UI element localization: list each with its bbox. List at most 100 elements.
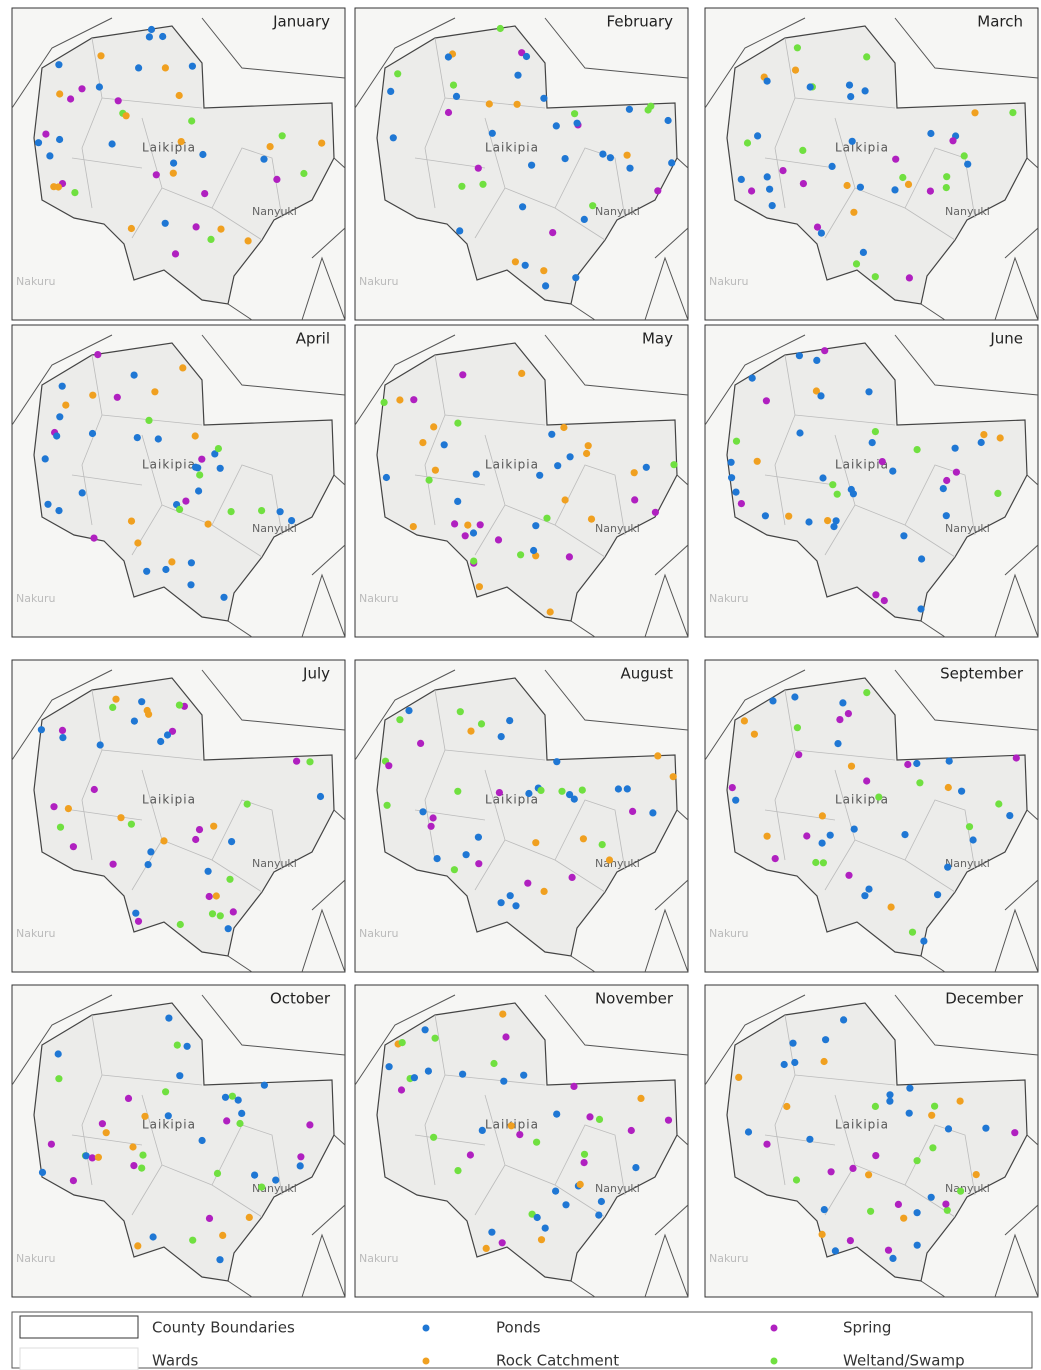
site-dot [631,469,638,476]
site-dot [906,1085,913,1092]
site-dot [174,1042,181,1049]
site-dot [769,202,776,209]
month-label: June [989,330,1023,348]
site-dot [188,117,195,124]
site-dot [626,165,633,172]
site-dot [626,106,633,113]
site-dot [572,274,579,281]
site-dot [498,899,505,906]
site-dot [599,841,606,848]
site-dot [945,1125,952,1132]
site-dot [50,183,57,190]
site-dot [944,864,951,871]
site-dot [914,1242,921,1249]
town-label: Nanyuki [252,857,297,870]
site-dot [138,1165,145,1172]
site-dot [206,1215,213,1222]
site-dot [629,808,636,815]
city-label: Nakuru [16,1252,55,1265]
site-dot [552,1188,559,1195]
site-dot [160,837,167,844]
site-dot [806,1136,813,1143]
site-dot [971,109,978,116]
site-dot [863,53,870,60]
site-dot [547,608,554,615]
map-panel: MarchLaikipiaNanyukiNakuru [705,8,1038,320]
site-dot [103,1129,110,1136]
site-dot [430,423,437,430]
site-dot [451,866,458,873]
site-dot [217,465,224,472]
site-dot [381,399,388,406]
site-dot [863,689,870,696]
site-dot [637,1095,644,1102]
site-dot [665,117,672,124]
site-dot [199,1137,206,1144]
site-dot [553,122,560,129]
site-dot [928,1112,935,1119]
site-dot [997,434,1004,441]
site-dot [818,230,825,237]
site-dot [198,456,205,463]
site-dot [176,506,183,513]
site-dot [980,431,987,438]
site-dot [50,803,57,810]
site-dot [754,458,761,465]
site-dot [783,1103,790,1110]
site-dot [217,226,224,233]
town-label: Nanyuki [252,522,297,535]
site-dot [733,438,740,445]
site-dot [913,760,920,767]
site-dot [131,718,138,725]
site-dot [176,1072,183,1079]
site-dot [130,1162,137,1169]
site-dot [457,708,464,715]
site-dot [853,260,860,267]
site-dot [490,1060,497,1067]
site-dot [476,583,483,590]
site-dot [132,910,139,917]
site-dot [89,430,96,437]
site-dot [542,1225,549,1232]
site-dot [114,394,121,401]
city-label: Nakuru [16,927,55,940]
site-dot [952,445,959,452]
site-dot [794,44,801,51]
site-dot [813,357,820,364]
site-dot [900,532,907,539]
site-dot [454,498,461,505]
site-dot [754,132,761,139]
site-dot [961,152,968,159]
site-dot [819,812,826,819]
site-dot [624,152,631,159]
site-dot [187,581,194,588]
site-dot [478,720,485,727]
site-dot [940,485,947,492]
month-label: November [595,990,674,1008]
site-dot [792,67,799,74]
county-label: Laikipia [142,141,196,155]
legend-label: Rock Catchment [496,1352,619,1370]
site-dot [872,1152,879,1159]
county-label: Laikipia [142,1118,196,1132]
city-label: Nakuru [16,275,55,288]
site-dot [553,758,560,765]
site-dot [131,372,138,379]
site-dot [498,733,505,740]
site-dot [829,163,836,170]
site-dot [500,1078,507,1085]
site-dot [396,716,403,723]
site-dot [522,262,529,269]
site-dot [162,1088,169,1095]
site-dot [895,1201,902,1208]
site-dot [128,225,135,232]
site-dot [652,509,659,516]
site-dot [135,918,142,925]
site-dot [729,784,736,791]
site-dot [566,791,573,798]
site-dot [458,183,465,190]
site-dot [581,216,588,223]
site-dot [580,835,587,842]
site-dot [872,428,879,435]
legend-wetland-dot [771,1358,778,1365]
